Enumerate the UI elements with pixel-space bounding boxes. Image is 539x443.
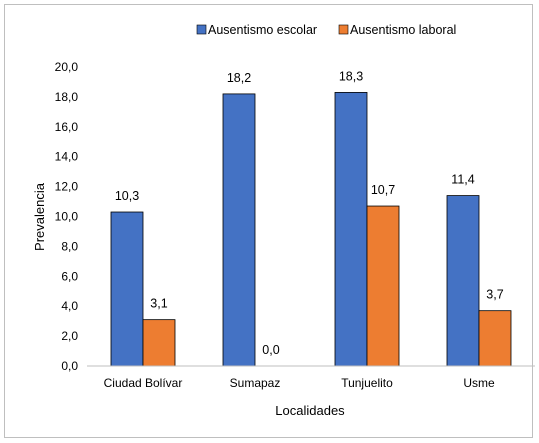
legend-swatch	[338, 24, 349, 35]
y-tick-label: 4,0	[61, 299, 78, 313]
y-axis: 0,0 2,0 4,0 6,0 8,0 10,0 12,0 14,0 16,0 18,0 20,0	[55, 60, 79, 373]
y-tick-label: 6,0	[61, 269, 78, 283]
y-tick-label: 8,0	[61, 239, 78, 253]
bar-escolar	[334, 92, 368, 367]
data-label: 10,3	[115, 189, 139, 203]
legend: Ausentismo escolar Ausentismo laboral	[196, 23, 456, 37]
data-label: 3,7	[486, 288, 503, 302]
bar-escolar	[446, 195, 480, 367]
y-tick-label: 0,0	[61, 359, 78, 373]
y-tick-label: 18,0	[55, 90, 79, 104]
x-tick-label: Sumapaz	[230, 376, 281, 390]
bar-laboral	[142, 319, 176, 367]
y-tick-label: 20,0	[55, 60, 79, 74]
bar-escolar	[222, 93, 256, 367]
legend-label: Ausentismo escolar	[208, 23, 317, 37]
bar-laboral	[478, 310, 512, 367]
y-tick-label: 10,0	[55, 210, 79, 224]
bar-escolar	[110, 211, 144, 367]
bar-laboral	[366, 205, 400, 367]
x-tick-label: Usme	[463, 376, 495, 390]
data-label: 0,0	[262, 343, 279, 357]
x-tick-label: Ciudad Bolívar	[104, 376, 183, 390]
legend-label: Ausentismo laboral	[350, 23, 456, 37]
data-label: 3,1	[150, 297, 167, 311]
bars: 10,3 3,1 18,2 0,0 18,3 10,7 11,4 3,7	[110, 69, 512, 367]
y-tick-label: 16,0	[55, 120, 79, 134]
y-tick-label: 12,0	[55, 180, 79, 194]
y-tick-label: 14,0	[55, 150, 79, 164]
data-label: 18,3	[339, 69, 363, 83]
x-axis-title: Localidades	[275, 403, 345, 418]
y-tick-label: 2,0	[61, 329, 78, 343]
legend-swatch	[196, 24, 207, 35]
x-tick-label: Tunjuelito	[341, 376, 393, 390]
y-axis-title: Prevalencia	[32, 182, 47, 251]
data-label: 11,4	[451, 173, 474, 187]
x-axis: Ciudad Bolívar Sumapaz Tunjuelito Usme	[87, 365, 535, 390]
data-label: 18,2	[227, 71, 251, 85]
data-label: 10,7	[371, 183, 395, 197]
